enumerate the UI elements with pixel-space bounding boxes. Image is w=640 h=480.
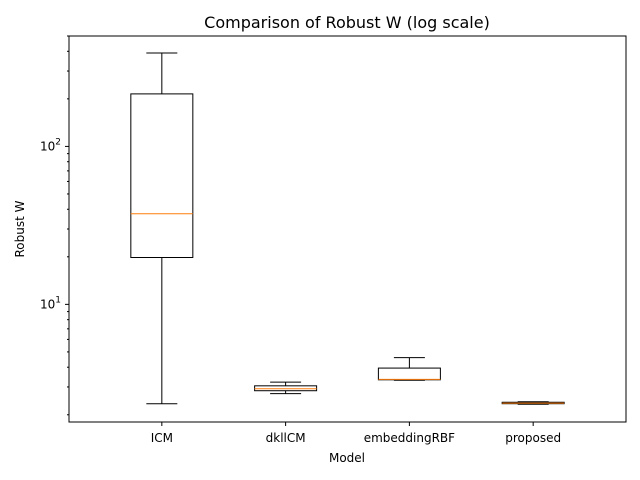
box-proposed bbox=[501, 401, 565, 405]
chart-title: Comparison of Robust W (log scale) bbox=[204, 13, 490, 32]
x-axis-ticks: ICM dkllCM embeddingRBF proposed bbox=[151, 422, 561, 445]
y-tick-label: 102 bbox=[40, 137, 61, 153]
x-axis-label: Model bbox=[329, 451, 365, 465]
y-axis-label: Robust W bbox=[13, 200, 27, 257]
x-tick-label: proposed bbox=[505, 431, 561, 445]
iqr-box bbox=[254, 385, 318, 392]
box-dkllCM bbox=[254, 381, 318, 395]
box-embeddingRBF bbox=[377, 357, 441, 381]
x-tick-label: embeddingRBF bbox=[364, 431, 455, 445]
y-axis-ticks: 101 102 bbox=[40, 35, 69, 416]
box-ICM bbox=[130, 52, 194, 405]
plot-frame bbox=[68, 35, 627, 423]
x-tick-label: ICM bbox=[151, 431, 173, 445]
y-tick-label: 101 bbox=[40, 295, 61, 311]
boxes-group bbox=[130, 52, 565, 405]
x-tick-label: dkllCM bbox=[266, 431, 306, 445]
iqr-box bbox=[130, 93, 194, 259]
iqr-box bbox=[377, 367, 441, 381]
